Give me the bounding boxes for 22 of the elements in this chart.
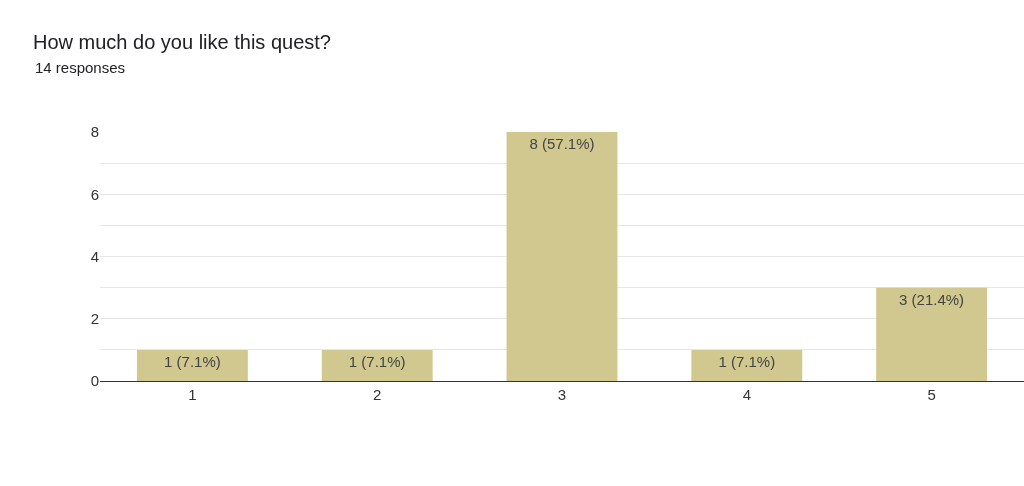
bar: [136, 349, 248, 381]
data-label: 3 (21.4%): [899, 290, 965, 308]
data-label: 8 (57.1%): [529, 135, 595, 152]
chart-subtitle: 14 responses: [35, 59, 126, 76]
x-tick-label: 1: [188, 386, 197, 403]
bar: [691, 349, 803, 381]
chart-title: How much do you like this quest?: [33, 31, 331, 53]
y-tick-label: 4: [90, 247, 99, 265]
y-tick-label: 2: [90, 310, 99, 327]
x-tick-label: 4: [742, 386, 751, 403]
y-tick-label: 8: [90, 123, 99, 141]
x-tick-label: 3: [557, 386, 567, 403]
data-label: 1 (7.1%): [164, 352, 221, 370]
data-label: 1 (7.1%): [348, 352, 406, 370]
y-tick-label: 6: [90, 185, 99, 203]
y-tick-label: 0: [90, 372, 99, 390]
bar: [506, 132, 618, 381]
x-tick-label: 2: [373, 386, 382, 403]
x-tick-label: 5: [927, 386, 936, 403]
data-label: 1 (7.1%): [718, 352, 776, 370]
bar: [876, 287, 988, 381]
bar: [321, 349, 433, 381]
